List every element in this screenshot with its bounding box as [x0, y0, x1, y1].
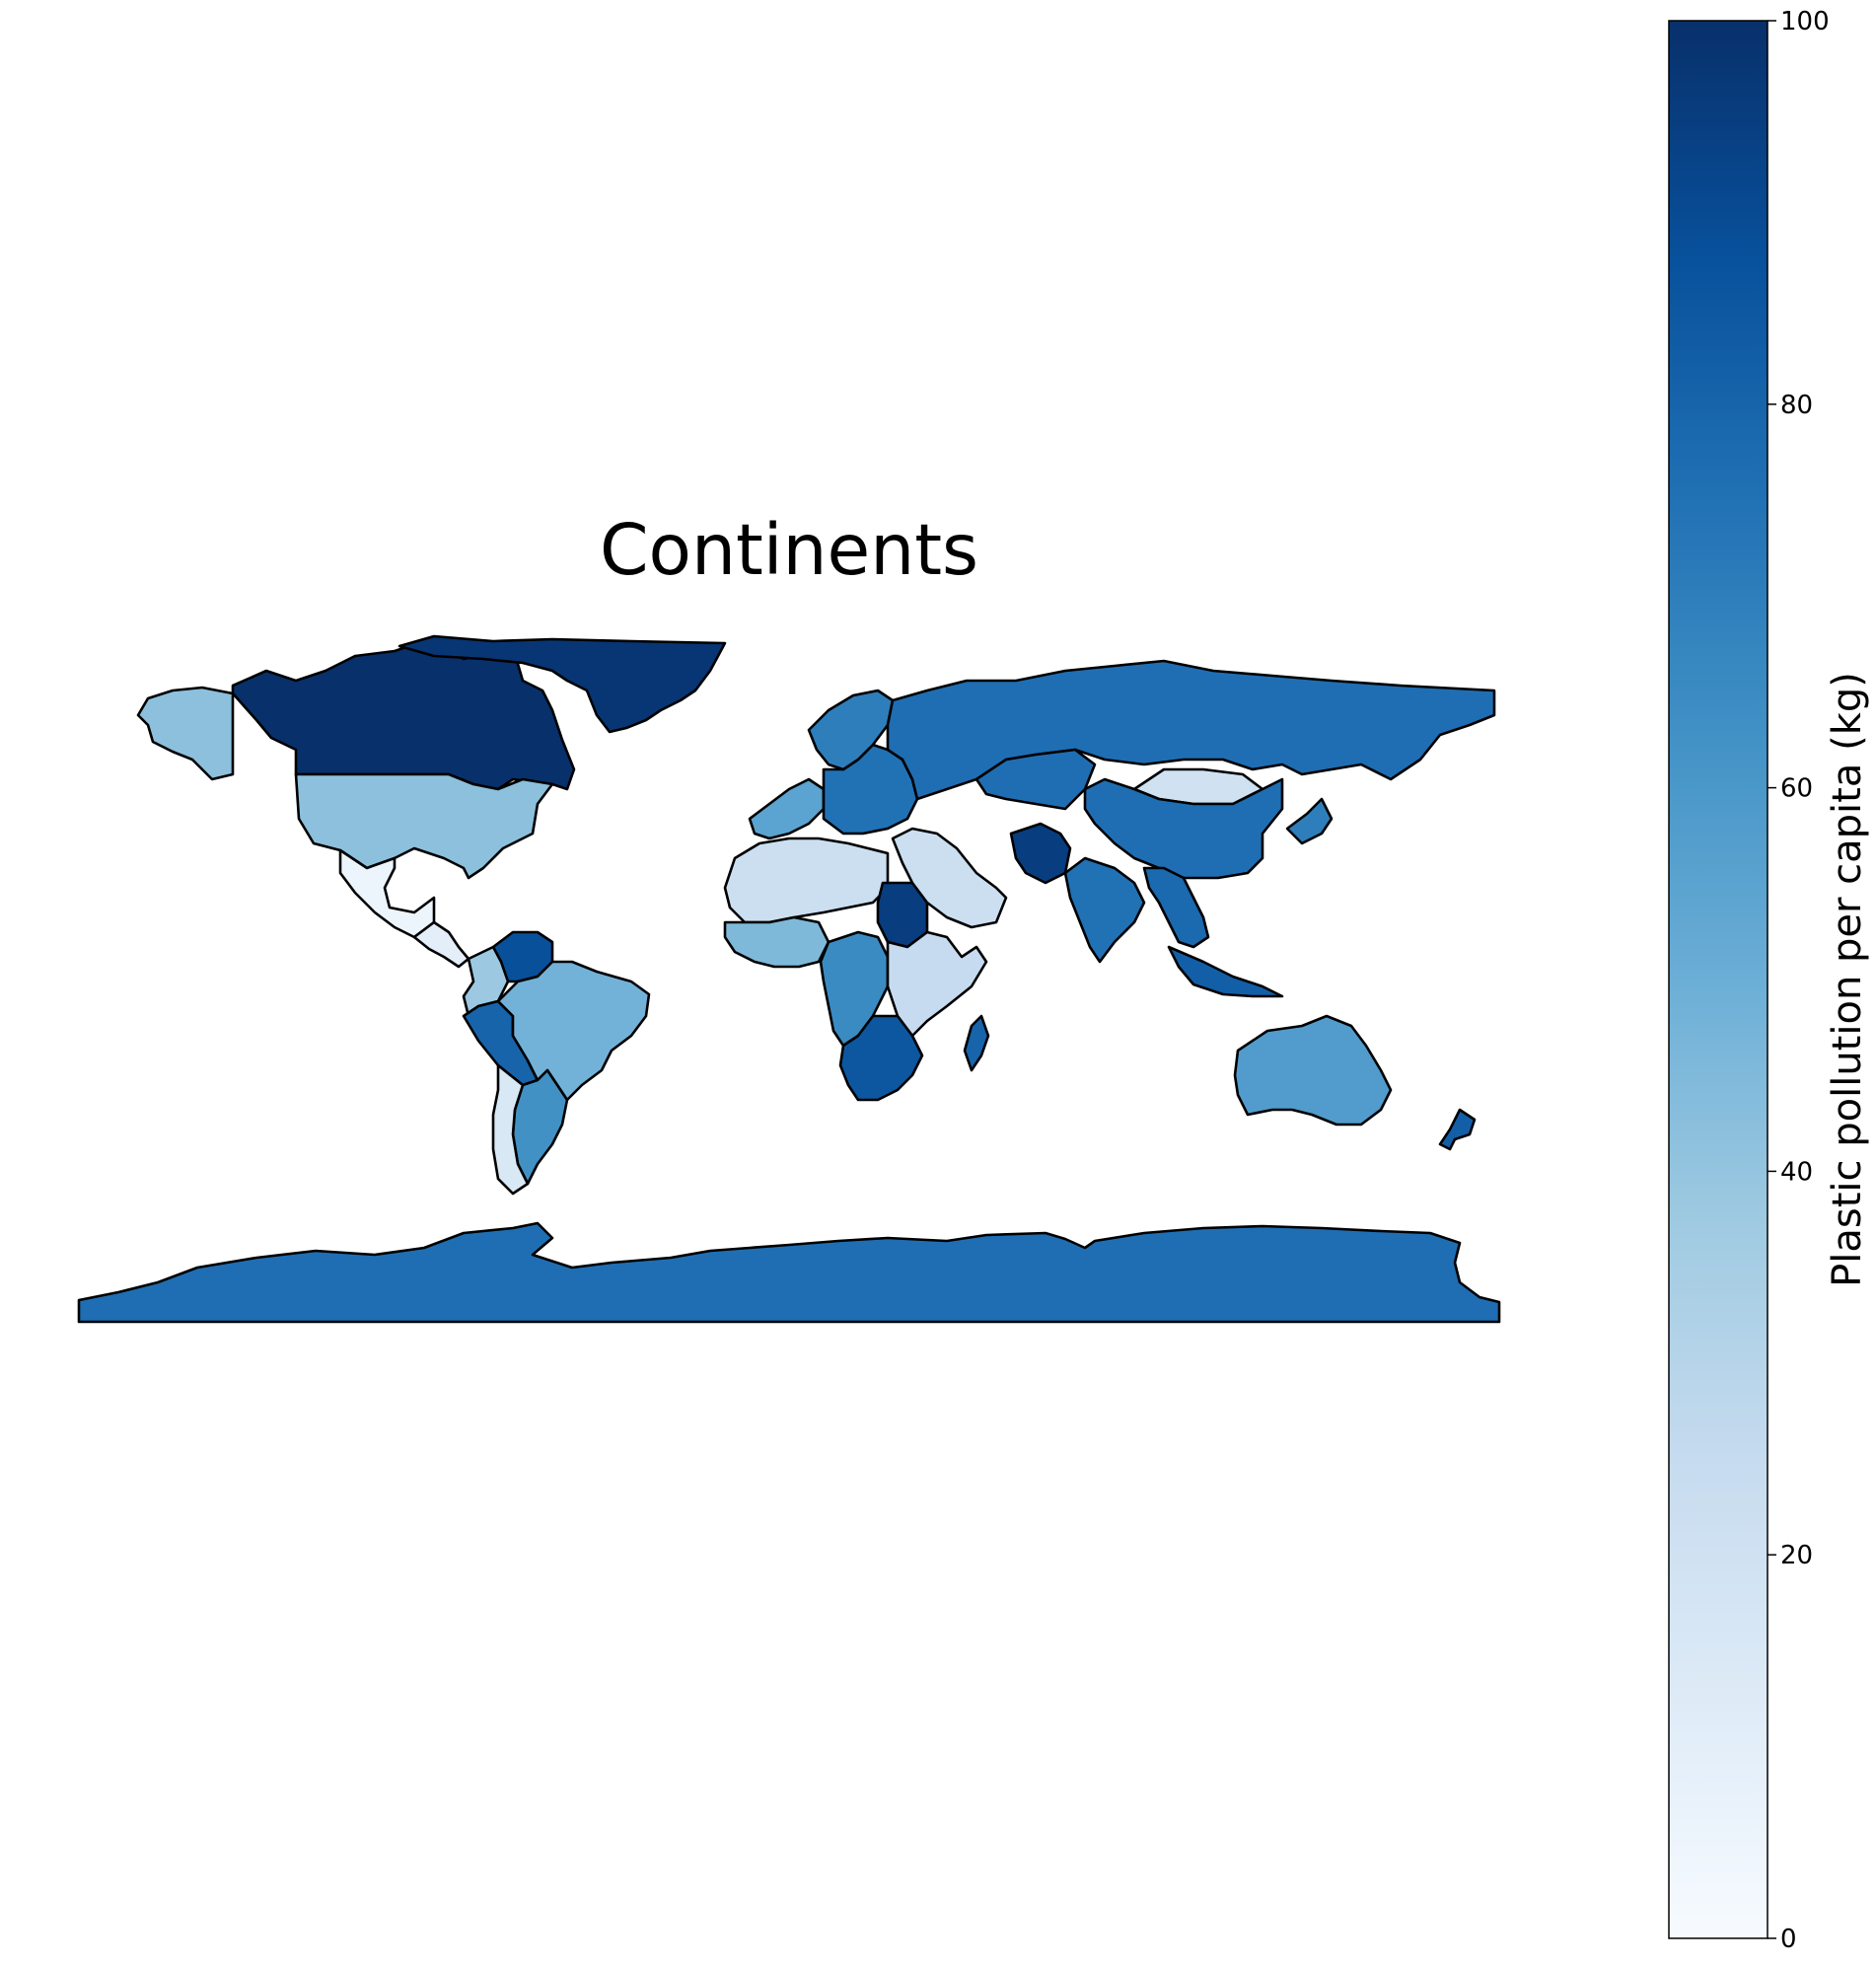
colorbar-tick-label: 20 [1780, 1541, 1813, 1570]
region-west-africa [723, 915, 830, 969]
region-japan [1285, 797, 1334, 845]
region-new-zealand [1438, 1108, 1477, 1151]
region-mexico [338, 848, 436, 939]
region-antarctica [77, 1221, 1501, 1324]
colorbar-label: Plastic pollution per capita (kg) [1825, 672, 1870, 1287]
region-southeast-asia [1142, 866, 1210, 949]
region-india [1063, 856, 1146, 964]
region-china [1083, 777, 1284, 880]
region-brazil [496, 960, 651, 1102]
region-kazakhstan [974, 748, 1097, 811]
colorbar-gradient [1668, 20, 1768, 1939]
colorbar-tick-label: 80 [1780, 391, 1813, 420]
region-australia [1233, 1014, 1393, 1127]
region-indonesia [1167, 945, 1284, 998]
region-chile [491, 1063, 530, 1196]
region-southern-africa [838, 1014, 924, 1102]
colorbar-tick-label: 100 [1780, 7, 1830, 36]
region-middle-east [891, 827, 1008, 929]
colorbar-tick-label: 0 [1780, 1925, 1797, 1954]
region-scandinavia [807, 689, 895, 771]
colorbar-tick-label: 60 [1780, 774, 1813, 804]
region-greenland [397, 634, 727, 734]
region-north-africa [723, 836, 890, 924]
region-alaska [136, 686, 235, 781]
region-madagascar [963, 1014, 990, 1072]
colorbar-tick-label: 40 [1780, 1157, 1813, 1187]
map-title: Continents [599, 509, 979, 591]
